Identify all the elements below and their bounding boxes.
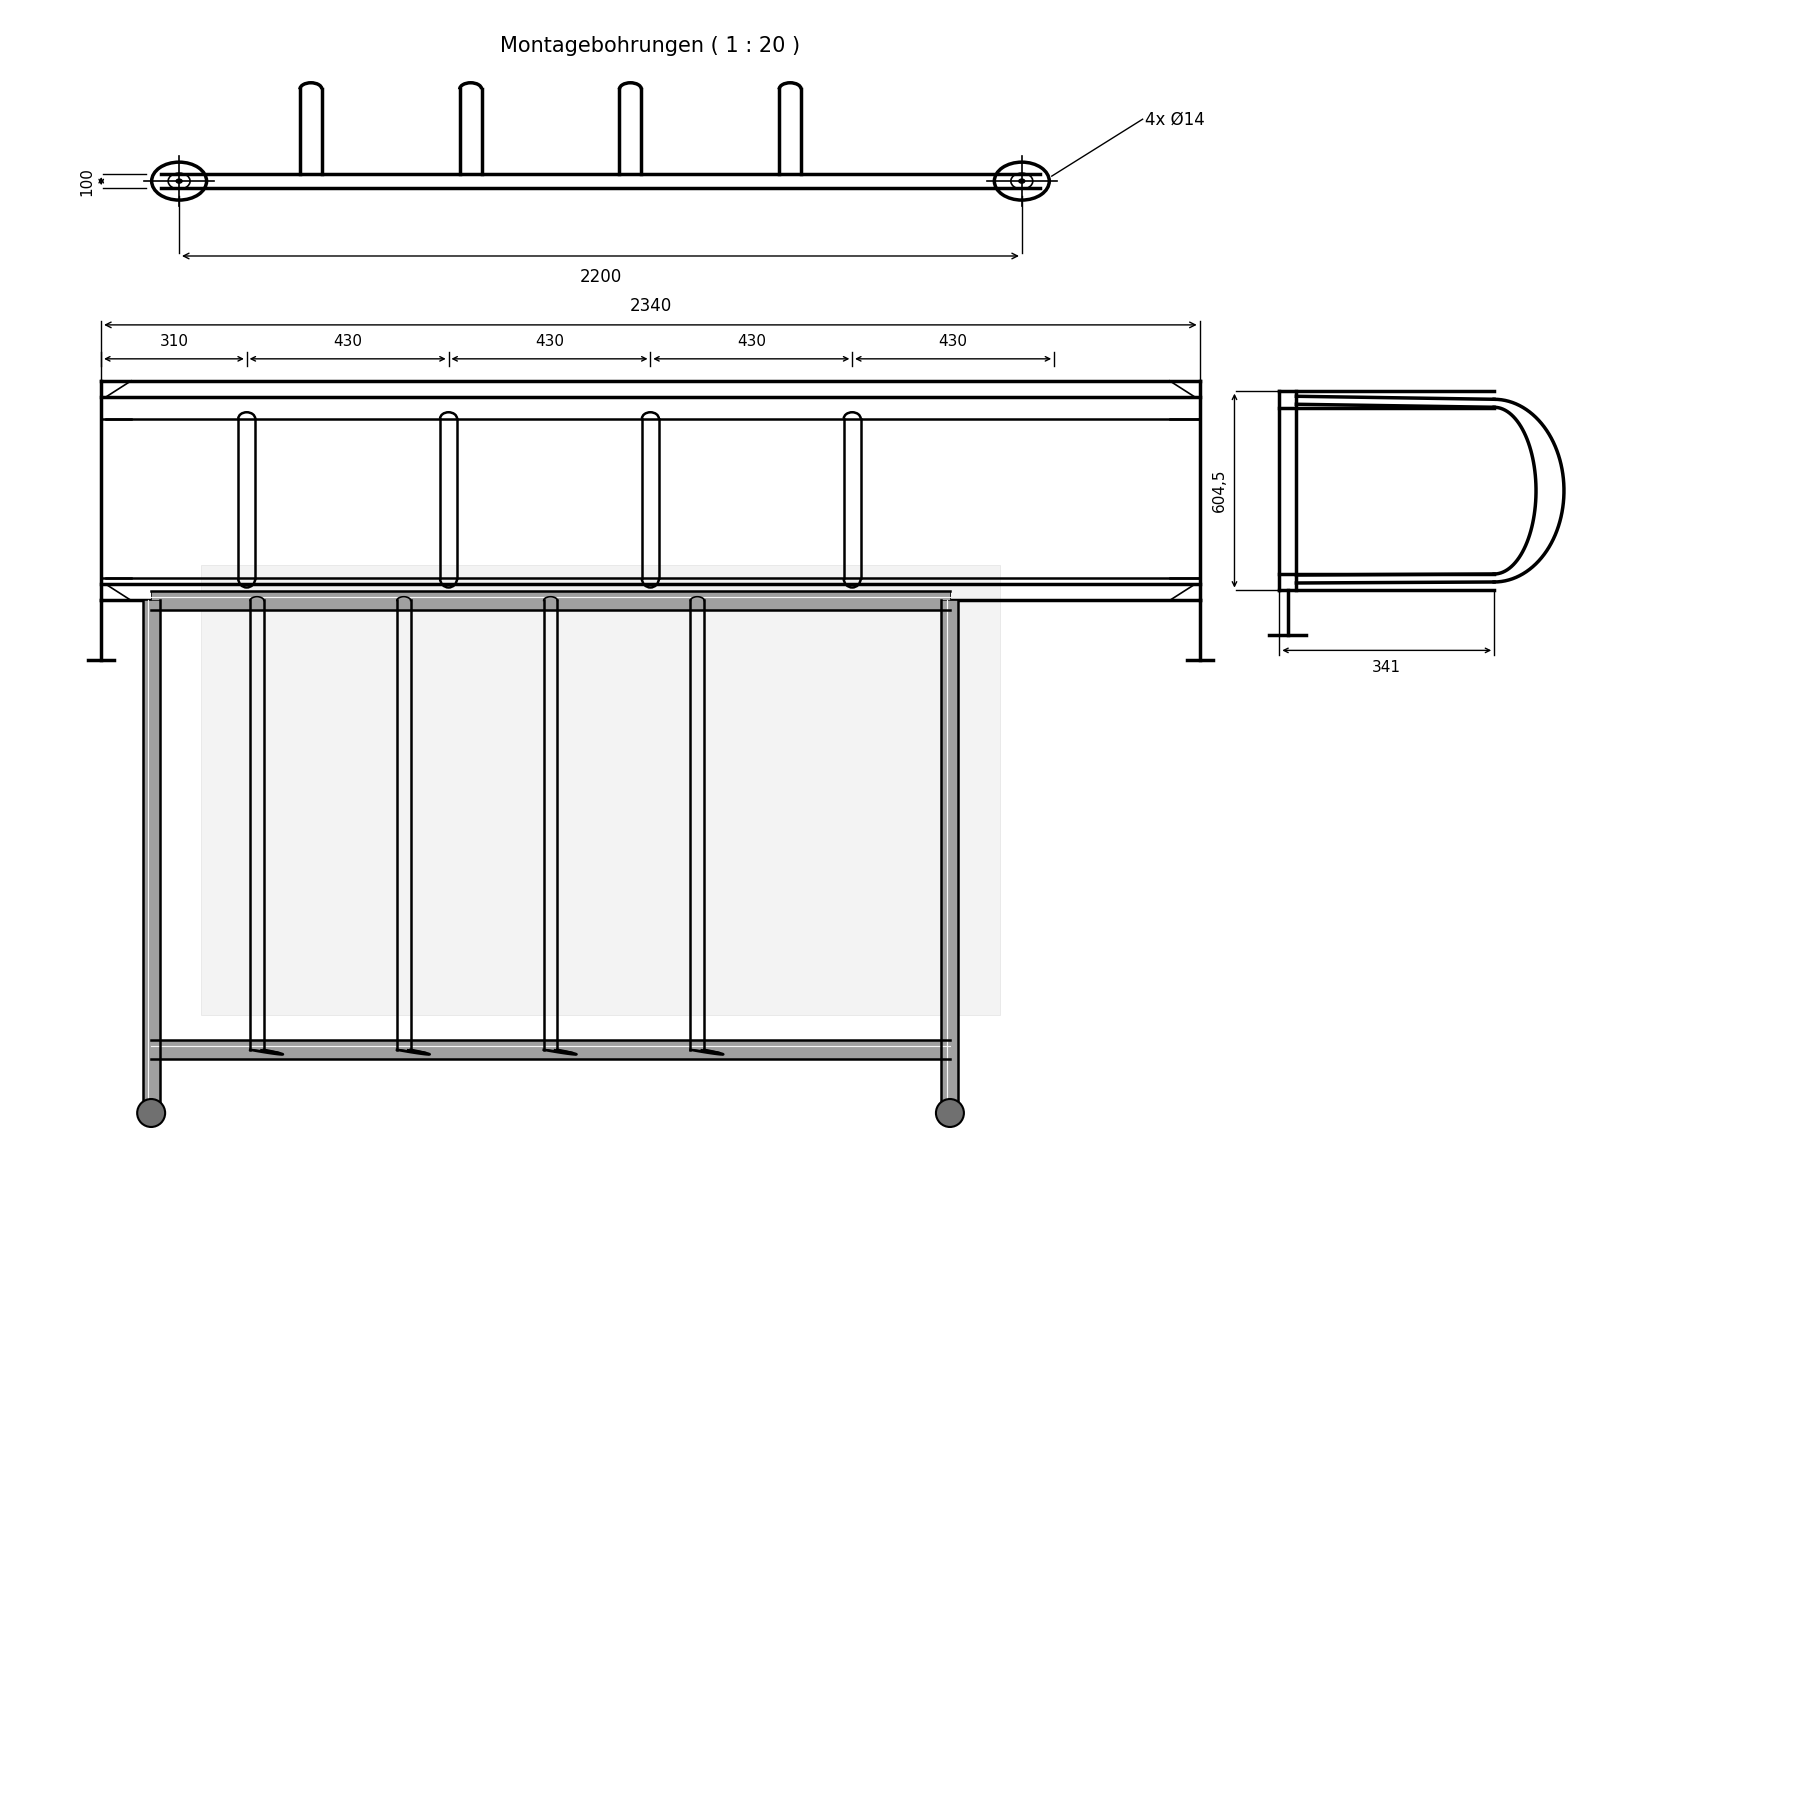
Circle shape <box>137 1100 166 1127</box>
Polygon shape <box>941 601 958 1109</box>
Circle shape <box>139 1100 164 1127</box>
Polygon shape <box>142 601 160 1109</box>
Polygon shape <box>202 565 1001 1015</box>
Text: 341: 341 <box>1372 661 1400 675</box>
Text: 100: 100 <box>79 167 94 196</box>
Polygon shape <box>142 601 160 1109</box>
Polygon shape <box>151 1040 950 1058</box>
Circle shape <box>938 1100 963 1127</box>
Text: 2340: 2340 <box>630 297 671 315</box>
Polygon shape <box>151 590 950 610</box>
Ellipse shape <box>1019 180 1024 184</box>
Text: 4x Ø14: 4x Ø14 <box>1145 110 1204 128</box>
Polygon shape <box>151 1040 950 1058</box>
Text: 310: 310 <box>160 333 189 349</box>
Polygon shape <box>941 601 958 1109</box>
Text: 430: 430 <box>938 333 968 349</box>
Text: 430: 430 <box>736 333 765 349</box>
Text: 430: 430 <box>333 333 362 349</box>
Circle shape <box>936 1100 965 1127</box>
Text: 2200: 2200 <box>580 268 621 286</box>
Polygon shape <box>151 590 950 610</box>
Text: 604,5: 604,5 <box>1211 468 1226 513</box>
Text: Montagebohrungen ( 1 : 20 ): Montagebohrungen ( 1 : 20 ) <box>500 36 801 56</box>
Ellipse shape <box>176 180 182 184</box>
Text: 430: 430 <box>535 333 563 349</box>
